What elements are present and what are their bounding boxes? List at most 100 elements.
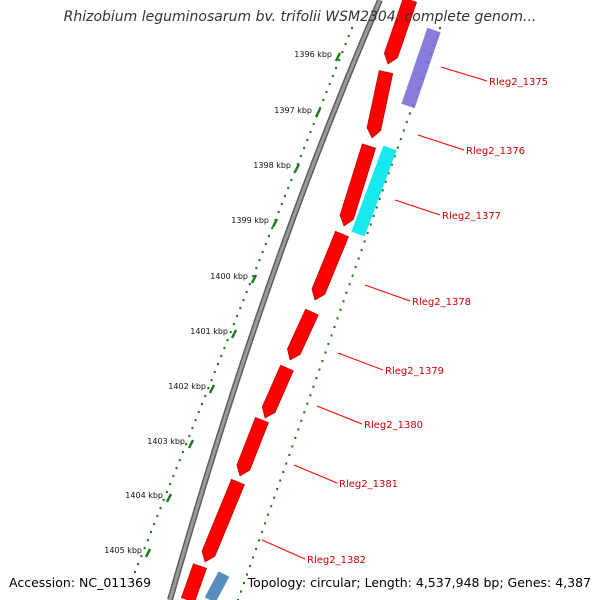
scale-dot xyxy=(210,379,213,382)
scale-dot xyxy=(146,539,149,542)
highlight-feature-purple xyxy=(401,27,441,109)
scale-dot xyxy=(325,91,328,94)
scale-dot xyxy=(299,155,302,158)
kbp-tick-mark xyxy=(250,274,258,284)
scale-dot xyxy=(287,187,290,190)
highlight-feature-steelblue xyxy=(204,571,230,600)
scale-dot xyxy=(245,291,248,294)
guide-dot xyxy=(327,342,330,346)
guide-dot xyxy=(297,428,300,431)
gene-features xyxy=(181,0,417,600)
scale-dot xyxy=(156,515,159,518)
scale-dot xyxy=(169,483,172,486)
guide-dot xyxy=(312,385,315,388)
scale-dot xyxy=(344,43,347,46)
kbp-tick-label: 1402 kbp xyxy=(168,382,206,391)
scale-dot xyxy=(220,355,223,358)
guide-dot xyxy=(439,27,441,30)
scale-dot xyxy=(165,491,168,494)
scale-dot xyxy=(252,275,255,278)
gene-arrow xyxy=(287,308,319,361)
guide-dot xyxy=(375,206,378,209)
guide-dot xyxy=(276,488,279,491)
guide-dot xyxy=(390,163,393,166)
gene-leader-line xyxy=(440,66,488,82)
scale-dot xyxy=(277,211,280,214)
genome-backbone xyxy=(168,0,382,600)
scale-dot xyxy=(207,387,210,390)
guide-dot xyxy=(282,470,285,474)
gene-label[interactable]: Rleg2_1379 xyxy=(385,366,444,377)
gene-arrow xyxy=(339,143,377,227)
scale-dot xyxy=(191,427,194,430)
guide-dot xyxy=(261,530,264,533)
kbp-tick-label: 1401 kbp xyxy=(190,327,228,336)
guide-dot xyxy=(267,513,270,516)
guide-dot xyxy=(318,368,321,371)
scale-dot xyxy=(140,555,143,558)
guide-dot xyxy=(303,411,306,414)
gene-arrow xyxy=(311,230,349,301)
guide-dot xyxy=(354,266,357,269)
gene-arrow xyxy=(201,478,245,563)
kbp-tick-label: 1400 kbp xyxy=(210,272,248,281)
scale-dot xyxy=(172,475,175,478)
guide-dot xyxy=(357,257,360,260)
guide-dot xyxy=(339,308,342,311)
guide-dot xyxy=(372,214,375,217)
scale-dot xyxy=(226,339,229,342)
kbp-tick-label: 1405 kbp xyxy=(104,546,142,555)
guide-dot xyxy=(255,547,258,550)
guide-dot xyxy=(381,189,384,192)
gene-leader-line xyxy=(293,464,338,484)
scale-dot xyxy=(150,531,152,534)
scale-dot xyxy=(232,323,235,326)
scale-dot xyxy=(347,35,350,38)
guide-dot xyxy=(387,172,390,175)
scale-dot xyxy=(290,179,293,182)
guide-dot xyxy=(249,564,252,568)
scale-dot xyxy=(351,27,353,30)
guide-dot xyxy=(405,120,408,124)
scale-dot xyxy=(312,123,315,126)
scale-dot xyxy=(194,419,197,422)
guide-dot xyxy=(258,539,261,542)
guide-dot xyxy=(324,351,327,354)
guide-dot xyxy=(252,556,255,559)
guide-dot xyxy=(273,496,276,499)
scale-dot xyxy=(229,331,232,334)
scale-dot xyxy=(248,283,251,286)
guide-dot xyxy=(288,453,291,457)
scale-dot xyxy=(258,259,261,262)
scale-dot xyxy=(217,363,219,366)
scale-dot xyxy=(175,467,178,470)
guide-dot xyxy=(360,249,363,252)
gene-label[interactable]: Rleg2_1378 xyxy=(412,297,471,308)
scale-dot xyxy=(338,59,341,62)
gene-label[interactable]: Rleg2_1376 xyxy=(466,146,525,157)
guide-dot xyxy=(393,155,396,158)
guide-dot xyxy=(363,240,366,243)
kbp-ticks: 1396 kbp 1397 kbp 1398 kbp 1399 kbp 1400 kbp… xyxy=(104,50,342,558)
accession-text: Accession: NC_011369 xyxy=(9,575,152,590)
scale-dot xyxy=(284,195,286,198)
gene-label[interactable]: Rleg2_1375 xyxy=(489,77,548,88)
guide-dot xyxy=(309,394,312,397)
gene-label[interactable]: Rleg2_1377 xyxy=(442,211,501,222)
gene-label[interactable]: Rleg2_1382 xyxy=(307,555,366,566)
gene-leader-line xyxy=(417,134,465,151)
kbp-tick-label: 1403 kbp xyxy=(147,437,185,446)
gene-label[interactable]: Rleg2_1381 xyxy=(339,479,398,490)
backbone-shadow xyxy=(167,0,383,600)
kbp-tick-mark xyxy=(334,52,342,62)
gene-leader-line xyxy=(316,405,363,425)
scale-dot xyxy=(239,307,242,310)
scale-dot xyxy=(223,347,226,350)
guide-dot xyxy=(399,138,402,141)
gene-label[interactable]: Rleg2_1380 xyxy=(364,420,423,431)
kbp-tick-mark xyxy=(314,108,322,118)
scale-dot xyxy=(188,435,191,438)
scale-dot xyxy=(341,51,344,54)
